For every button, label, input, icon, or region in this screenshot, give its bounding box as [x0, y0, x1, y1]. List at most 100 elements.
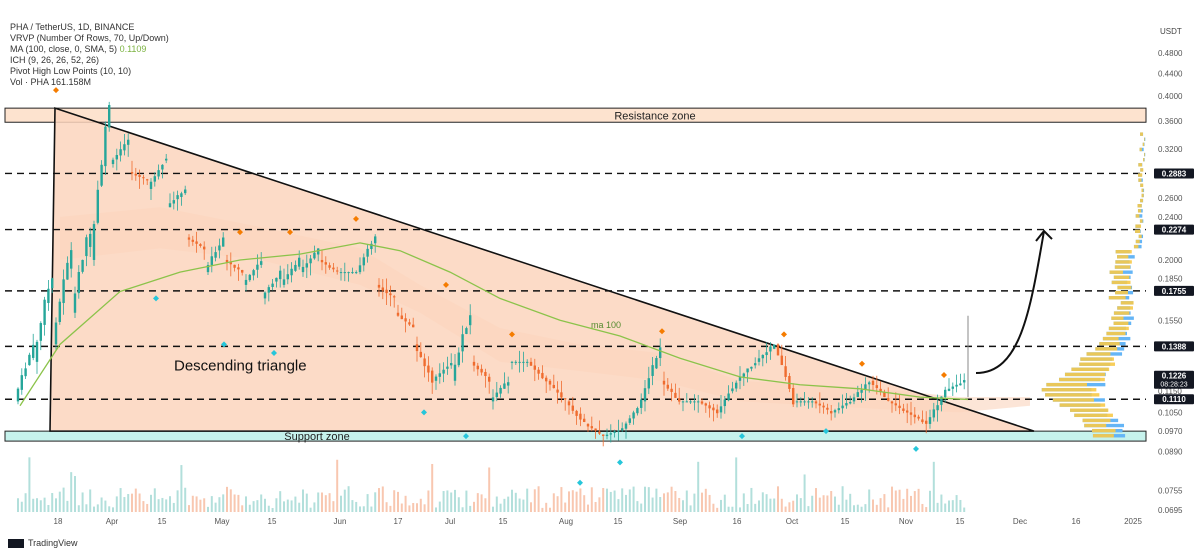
legend-ichimoku[interactable]: ICH (9, 26, 26, 52, 26)	[10, 55, 100, 65]
volume-bar	[81, 492, 84, 512]
volume-bar	[602, 487, 605, 512]
candle-body	[925, 420, 928, 424]
legend-pivot[interactable]: Pivot High Low Points (10, 10)	[10, 66, 132, 76]
volume-profile-bar	[1046, 382, 1087, 387]
volume-bar	[199, 499, 202, 512]
candle-body	[750, 366, 753, 369]
y-tick-label: 0.3200	[1158, 145, 1183, 154]
pivot-point-marker	[577, 479, 583, 486]
candle-body	[203, 246, 206, 250]
legend-ma-label: MA (100, close, 0, SMA, 5)	[10, 44, 118, 54]
volume-bar	[328, 493, 331, 512]
volume-bar	[93, 506, 95, 512]
candle-body	[222, 237, 225, 247]
legend-volume[interactable]: Vol · PHA 161.158M	[10, 77, 92, 87]
volume-bar	[400, 503, 403, 512]
volume-bar	[708, 494, 711, 512]
volume-profile-bar	[1135, 239, 1140, 244]
candle-body	[58, 301, 61, 323]
candle-body	[389, 293, 392, 296]
candle-body	[47, 288, 50, 303]
candle-body	[62, 279, 65, 304]
volume-bar	[290, 500, 293, 512]
candle-body	[484, 371, 487, 377]
volume-profile-bar	[1140, 183, 1144, 187]
volume-bar	[115, 496, 118, 512]
volume-bar	[419, 498, 422, 512]
candle-body	[852, 397, 856, 402]
candle-body	[400, 315, 403, 320]
volume-bar	[184, 487, 187, 512]
volume-bar	[457, 497, 460, 512]
volume-bar	[856, 504, 859, 512]
legend-ma[interactable]: MA (100, close, 0, SMA, 5) 0.1109	[10, 44, 169, 55]
volume-profile-bar	[1113, 311, 1130, 315]
volume-bar	[226, 486, 228, 512]
candle-body	[393, 296, 396, 298]
volume-bar	[796, 494, 798, 512]
volume-bar	[62, 487, 65, 512]
candle-body	[940, 396, 943, 405]
candle-body	[814, 401, 818, 404]
candle-body	[727, 393, 730, 401]
x-tick-label: Nov	[899, 517, 913, 526]
volume-bar	[469, 505, 472, 512]
volume-bar	[294, 496, 297, 512]
volume-bar	[146, 503, 149, 512]
volume-bar	[826, 495, 829, 512]
volume-bar	[214, 502, 217, 512]
volume-bar	[317, 492, 320, 512]
volume-profile-bar	[1102, 336, 1119, 341]
price-label-tag	[1154, 370, 1194, 389]
volume-bar	[271, 507, 274, 512]
candle-body	[697, 401, 700, 403]
volume-bar	[32, 498, 35, 512]
candle-body	[35, 341, 39, 362]
volume-bar	[746, 504, 749, 512]
y-tick-label: 0.0755	[1158, 486, 1183, 495]
volume-profile-bar	[1135, 224, 1142, 228]
candle-body	[92, 224, 96, 260]
volume-bar	[161, 497, 164, 512]
volume-bar	[822, 495, 825, 512]
volume-bar	[412, 502, 415, 512]
volume-bar	[727, 506, 730, 512]
pivot-point-marker	[941, 371, 947, 378]
legend-symbol[interactable]: PHA / TetherUS, 1D, BINANCE	[10, 22, 135, 32]
candle-body	[567, 401, 571, 406]
x-tick-label: Jun	[334, 517, 347, 526]
volume-bar	[24, 493, 27, 512]
volume-bar	[841, 486, 844, 512]
candle-body	[947, 388, 951, 391]
candle-body	[104, 126, 107, 167]
candle-body	[955, 384, 958, 387]
volume-bars	[17, 457, 966, 512]
volume-bar	[659, 497, 662, 512]
candle-body	[377, 284, 381, 288]
candle-body	[898, 405, 901, 409]
candle-body	[187, 237, 191, 240]
volume-bar	[777, 486, 779, 512]
volume-bar	[613, 490, 616, 512]
volume-bar	[769, 498, 772, 512]
candle-body	[586, 423, 590, 427]
candle-body	[442, 369, 445, 374]
volume-bar	[100, 497, 103, 512]
volume-bar	[302, 489, 304, 512]
candle-body	[887, 398, 890, 401]
candle-body	[472, 361, 476, 366]
volume-bar	[564, 502, 567, 512]
candle-body	[746, 368, 749, 373]
candle-body	[826, 407, 829, 410]
candle-body	[355, 272, 358, 274]
candle-body	[279, 270, 282, 280]
candle-body	[529, 361, 533, 366]
volume-bar	[404, 495, 407, 512]
candle-body	[647, 378, 650, 389]
volume-bar	[647, 487, 650, 512]
volume-bar	[655, 488, 658, 512]
legend-vrvp[interactable]: VRVP (Number Of Rows, 70, Up/Down)	[10, 33, 169, 43]
candle-body	[28, 354, 31, 366]
pivot-point-marker	[237, 229, 243, 236]
